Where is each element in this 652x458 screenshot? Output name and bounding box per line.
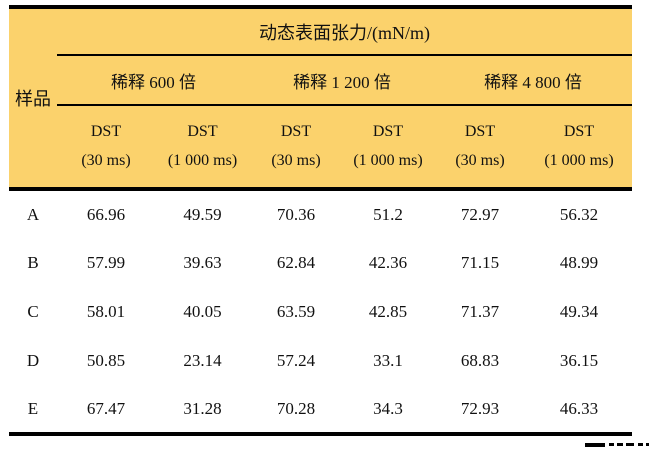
- data-cell: 49.59: [155, 189, 250, 238]
- sub-header-time: (30 ms): [81, 152, 131, 169]
- sub-header-time: (1 000 ms): [167, 152, 238, 169]
- sub-header-label: DST: [372, 123, 404, 140]
- table-header: 样品 动态表面张力/(mN/m) 稀释 600 倍 稀释 1 200 倍 稀释 …: [9, 7, 632, 191]
- table-row: A 66.96 49.59 70.36 51.2 72.97 56.32: [9, 189, 632, 238]
- table-row: E 67.47 31.28 70.28 34.3 72.93 46.33: [9, 385, 632, 434]
- data-cell: 23.14: [155, 336, 250, 385]
- data-cell: 62.84: [250, 238, 342, 287]
- data-cell: 42.36: [342, 238, 434, 287]
- data-cell: 72.93: [434, 385, 526, 434]
- data-cell: 68.83: [434, 336, 526, 385]
- data-cell: 34.3: [342, 385, 434, 434]
- data-cell: 71.37: [434, 287, 526, 336]
- data-cell: 56.32: [526, 189, 632, 238]
- data-cell: 46.33: [526, 385, 632, 434]
- table-row: D 50.85 23.14 57.24 33.1 68.83 36.15: [9, 336, 632, 385]
- sub-header-cell: DST (1 000 ms): [342, 105, 434, 191]
- data-table-wrap: 样品 动态表面张力/(mN/m) 稀释 600 倍 稀释 1 200 倍 稀释 …: [9, 5, 632, 436]
- sub-header-label: DST: [90, 123, 122, 140]
- group-header-4800: 稀释 4 800 倍: [434, 55, 632, 106]
- scan-artifact-dashes: [585, 443, 650, 448]
- header-row-sub: DST (30 ms) DST (1 000 ms) DST (30 ms) D…: [9, 105, 632, 191]
- header-row-title: 样品 动态表面张力/(mN/m): [9, 7, 632, 191]
- table-row: B 57.99 39.63 62.84 42.36 71.15 48.99: [9, 238, 632, 287]
- title-header: 动态表面张力/(mN/m): [57, 7, 632, 56]
- sub-header-cell: DST (1 000 ms): [526, 105, 632, 191]
- header-row-groups: 稀释 600 倍 稀释 1 200 倍 稀释 4 800 倍: [9, 55, 632, 106]
- sample-cell: E: [9, 385, 57, 434]
- table-row: C 58.01 40.05 63.59 42.85 71.37 49.34: [9, 287, 632, 336]
- table-body: A 66.96 49.59 70.36 51.2 72.97 56.32 B 5…: [9, 189, 632, 434]
- sub-header-cell: DST (30 ms): [57, 105, 155, 191]
- data-cell: 31.28: [155, 385, 250, 434]
- sample-cell: A: [9, 189, 57, 238]
- data-cell: 63.59: [250, 287, 342, 336]
- data-cell: 70.28: [250, 385, 342, 434]
- sample-cell: D: [9, 336, 57, 385]
- data-cell: 48.99: [526, 238, 632, 287]
- group-header-600: 稀释 600 倍: [57, 55, 250, 106]
- data-cell: 72.97: [434, 189, 526, 238]
- data-cell: 40.05: [155, 287, 250, 336]
- data-cell: 57.99: [57, 238, 155, 287]
- sub-header-time: (1 000 ms): [353, 152, 423, 169]
- data-cell: 58.01: [57, 287, 155, 336]
- sub-header-label: DST: [464, 123, 496, 140]
- data-cell: 51.2: [342, 189, 434, 238]
- data-cell: 42.85: [342, 287, 434, 336]
- data-cell: 39.63: [155, 238, 250, 287]
- sub-header-time: (30 ms): [455, 152, 505, 169]
- corner-header-sample: 样品: [9, 7, 57, 191]
- sample-cell: C: [9, 287, 57, 336]
- surface-tension-table: 样品 动态表面张力/(mN/m) 稀释 600 倍 稀释 1 200 倍 稀释 …: [9, 5, 632, 436]
- data-cell: 57.24: [250, 336, 342, 385]
- sub-header-cell: DST (1 000 ms): [155, 105, 250, 191]
- data-cell: 66.96: [57, 189, 155, 238]
- sub-header-label: DST: [280, 123, 312, 140]
- data-cell: 33.1: [342, 336, 434, 385]
- sub-header-cell: DST (30 ms): [434, 105, 526, 191]
- sub-header-cell: DST (30 ms): [250, 105, 342, 191]
- sub-header-label: DST: [563, 123, 595, 140]
- data-cell: 70.36: [250, 189, 342, 238]
- data-cell: 67.47: [57, 385, 155, 434]
- data-cell: 36.15: [526, 336, 632, 385]
- data-cell: 71.15: [434, 238, 526, 287]
- sub-header-time: (30 ms): [271, 152, 321, 169]
- sub-header-time: (1 000 ms): [544, 152, 614, 169]
- sub-header-label: DST: [187, 123, 218, 140]
- sample-cell: B: [9, 238, 57, 287]
- data-cell: 49.34: [526, 287, 632, 336]
- group-header-1200: 稀释 1 200 倍: [250, 55, 434, 106]
- data-cell: 50.85: [57, 336, 155, 385]
